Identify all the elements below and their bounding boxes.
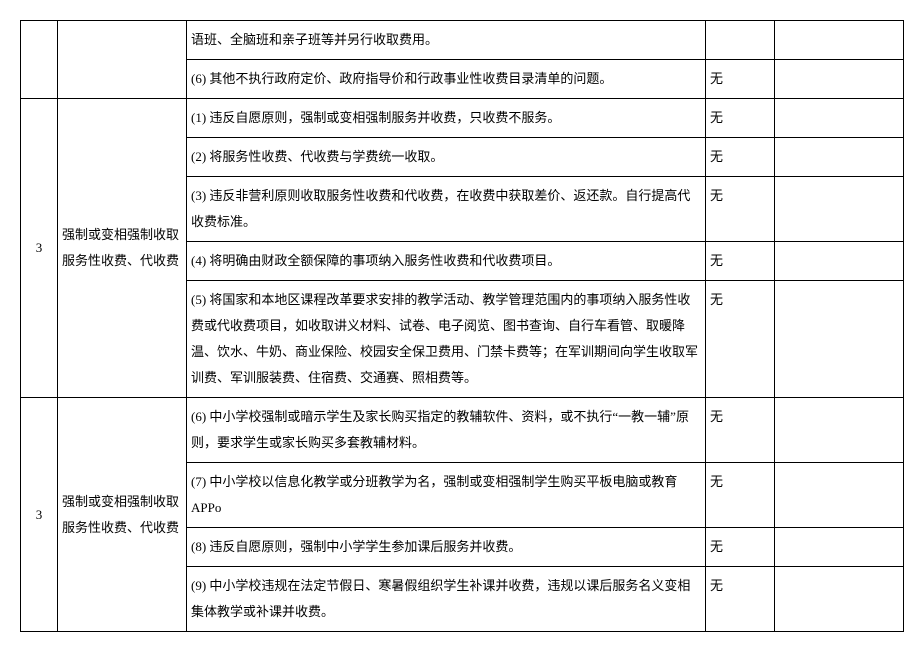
- cell-desc: (2) 将服务性收费、代收费与学费统一收取。: [187, 138, 706, 177]
- cell-last-empty: [775, 138, 904, 177]
- cell-num: 3: [21, 398, 58, 632]
- cell-desc: (5) 将国家和本地区课程改革要求安排的教学活动、教学管理范围内的事项纳入服务性…: [187, 281, 706, 398]
- cell-desc: (6) 中小学校强制或暗示学生及家长购买指定的教辅软件、资料，或不执行“一教一辅…: [187, 398, 706, 463]
- cell-last-empty: [775, 177, 904, 242]
- cell-last-empty: [775, 281, 904, 398]
- cell-last-empty: [775, 463, 904, 528]
- cell-desc: (9) 中小学校违规在法定节假日、寒暑假组织学生补课并收费，违规以课后服务名义变…: [187, 567, 706, 632]
- cell-status: 无: [706, 567, 775, 632]
- cell-last-empty: [775, 99, 904, 138]
- cell-desc: (7) 中小学校以信息化教学或分班教学为名，强制或变相强制学生购买平板电脑或教育…: [187, 463, 706, 528]
- cell-status: 无: [706, 242, 775, 281]
- cell-status: 无: [706, 463, 775, 528]
- cell-status: 无: [706, 60, 775, 99]
- cell-num: 3: [21, 99, 58, 398]
- cell-desc: 语班、全脑班和亲子班等并另行收取费用。: [187, 21, 706, 60]
- cell-last-empty: [775, 398, 904, 463]
- table-row: 语班、全脑班和亲子班等并另行收取费用。: [21, 21, 904, 60]
- cell-status: 无: [706, 99, 775, 138]
- cell-cat-empty: [58, 21, 187, 99]
- cell-desc: (1) 违反自愿原则，强制或变相强制服务并收费，只收费不服务。: [187, 99, 706, 138]
- cell-last-empty: [775, 567, 904, 632]
- cell-status: 无: [706, 398, 775, 463]
- table-row: 3 强制或变相强制收取服务性收费、代收费 (6) 中小学校强制或暗示学生及家长购…: [21, 398, 904, 463]
- cell-status: 无: [706, 177, 775, 242]
- cell-status: 无: [706, 281, 775, 398]
- table-row: 3 强制或变相强制收取服务性收费、代收费 (1) 违反自愿原则，强制或变相强制服…: [21, 99, 904, 138]
- cell-desc: (3) 违反非营利原则收取服务性收费和代收费，在收费中获取差价、返还款。自行提高…: [187, 177, 706, 242]
- cell-category: 强制或变相强制收取服务性收费、代收费: [58, 99, 187, 398]
- cell-last-empty: [775, 21, 904, 60]
- cell-category: 强制或变相强制收取服务性收费、代收费: [58, 398, 187, 632]
- cell-desc: (4) 将明确由财政全额保障的事项纳入服务性收费和代收费项目。: [187, 242, 706, 281]
- cell-last-empty: [775, 528, 904, 567]
- cell-status: 无: [706, 528, 775, 567]
- cell-status: 无: [706, 138, 775, 177]
- cell-status-empty: [706, 21, 775, 60]
- cell-desc: (6) 其他不执行政府定价、政府指导价和行政事业性收费目录清单的问题。: [187, 60, 706, 99]
- cell-num-empty: [21, 21, 58, 99]
- cell-desc: (8) 违反自愿原则，强制中小学学生参加课后服务并收费。: [187, 528, 706, 567]
- document-table: 语班、全脑班和亲子班等并另行收取费用。 (6) 其他不执行政府定价、政府指导价和…: [20, 20, 904, 632]
- cell-last-empty: [775, 242, 904, 281]
- cell-last-empty: [775, 60, 904, 99]
